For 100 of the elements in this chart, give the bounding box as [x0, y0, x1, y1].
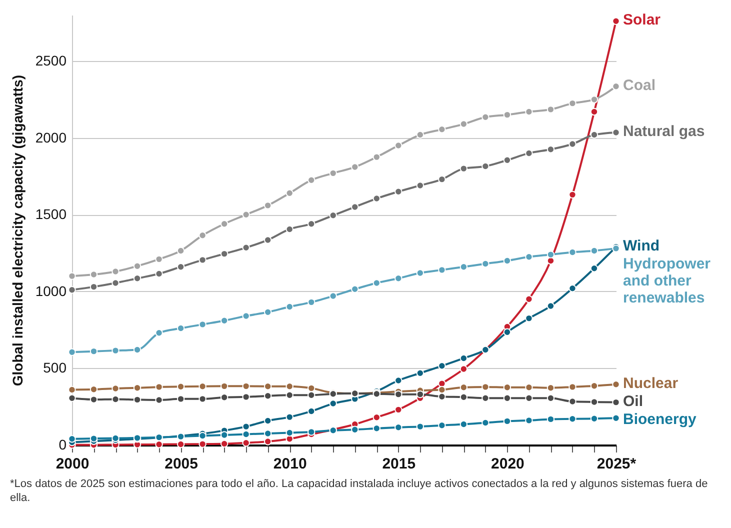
point — [503, 156, 512, 164]
point — [351, 203, 359, 211]
point — [198, 232, 206, 240]
point — [416, 390, 424, 398]
point — [68, 435, 76, 443]
series-label: Coal — [623, 76, 656, 94]
point — [68, 272, 76, 280]
point — [482, 383, 490, 391]
point — [460, 393, 468, 401]
point — [90, 386, 98, 394]
point — [612, 82, 620, 90]
x-tick-label: 2000 — [56, 456, 90, 472]
point — [176, 382, 185, 390]
point — [329, 212, 337, 220]
point — [438, 362, 446, 370]
x-tick-label: 2015 — [382, 456, 416, 472]
series-label: Bioenergy — [623, 410, 698, 428]
point — [394, 274, 402, 282]
point — [286, 302, 294, 311]
point — [90, 396, 98, 404]
point — [155, 440, 163, 448]
point — [503, 384, 512, 392]
point — [264, 392, 272, 400]
point — [198, 256, 206, 264]
point — [264, 416, 272, 425]
point — [590, 108, 598, 116]
point — [351, 285, 359, 293]
point — [198, 440, 206, 448]
point — [546, 106, 555, 114]
point — [590, 264, 598, 272]
point — [482, 162, 490, 170]
point — [242, 393, 250, 401]
point — [568, 398, 576, 406]
series-label: Nuclear — [623, 374, 678, 392]
point — [568, 140, 576, 148]
point — [612, 414, 620, 422]
point — [394, 142, 402, 150]
point — [308, 176, 316, 184]
point — [525, 253, 533, 261]
point — [525, 295, 533, 303]
point — [112, 268, 120, 276]
point — [176, 263, 185, 271]
point — [460, 120, 468, 128]
point — [220, 220, 228, 228]
point — [460, 164, 468, 172]
point — [460, 354, 468, 362]
point — [133, 346, 142, 354]
point — [590, 382, 598, 390]
y-tick-label: 2000 — [35, 129, 67, 146]
point — [372, 414, 380, 422]
point — [264, 430, 272, 438]
point — [264, 438, 272, 446]
point — [176, 395, 185, 403]
point — [308, 407, 316, 416]
point — [68, 286, 76, 294]
point — [372, 194, 380, 202]
point — [438, 126, 446, 134]
point — [416, 369, 424, 377]
point — [351, 163, 359, 171]
point — [590, 398, 598, 406]
point — [198, 432, 206, 440]
point — [242, 430, 250, 438]
point — [372, 279, 380, 287]
point — [308, 428, 316, 436]
y-tick-label: 500 — [43, 360, 67, 376]
point — [438, 266, 446, 274]
point — [329, 292, 337, 300]
point — [416, 422, 424, 430]
point — [264, 236, 272, 244]
point — [460, 384, 468, 392]
point — [112, 395, 120, 404]
point — [286, 225, 294, 234]
point — [155, 329, 163, 337]
y-tick-label: 0 — [58, 436, 67, 452]
x-tick-label: 2025* — [596, 456, 636, 472]
point — [264, 202, 272, 210]
series-label: Wind — [623, 237, 660, 254]
point — [546, 302, 555, 310]
series-label: Solar — [623, 12, 661, 29]
point — [112, 279, 120, 287]
series-label: Natural gas — [623, 122, 705, 140]
point — [198, 320, 206, 328]
point — [503, 256, 512, 265]
point — [220, 394, 228, 402]
y-tick-label: 1000 — [35, 282, 67, 299]
point — [220, 431, 228, 439]
point — [155, 383, 163, 391]
point — [482, 113, 490, 121]
point — [546, 250, 555, 258]
point — [176, 246, 185, 255]
text: *Los datos de 2025 son estimaciones para todo el año. La capacidad instalada incluye activos conectados a la red y algunos sistemas fuera de ella. — [10, 477, 709, 505]
point — [590, 130, 598, 139]
point — [438, 392, 446, 400]
point — [503, 328, 512, 336]
point — [590, 414, 598, 422]
point — [198, 395, 206, 403]
point — [460, 420, 468, 428]
point — [90, 434, 98, 442]
y-tick-label: 1500 — [35, 206, 67, 222]
series-label: Hydropower and other renewables — [623, 255, 711, 306]
